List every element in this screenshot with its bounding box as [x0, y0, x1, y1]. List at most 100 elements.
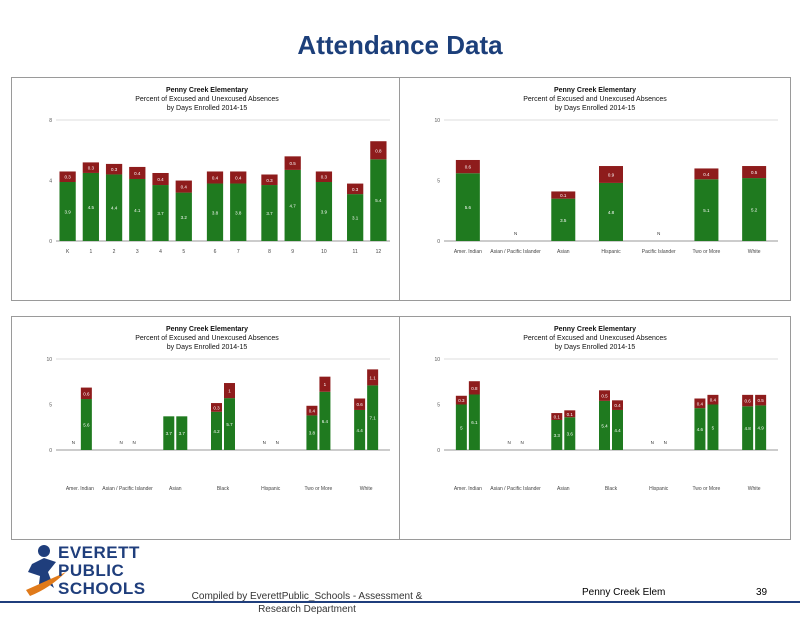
bar-unexcused-label: 1.1	[370, 375, 377, 380]
bar-excused	[306, 415, 318, 450]
x-category-label: Asian / Pacific Islander	[490, 249, 541, 255]
bar-na-marker: N	[514, 231, 517, 236]
bar-excused-label: 3.2	[181, 215, 188, 220]
chart-panel-grade: Penny Creek Elementary Percent of Excused…	[11, 77, 403, 301]
bar-unexcused	[82, 162, 99, 173]
footer-page-number: 39	[756, 587, 768, 598]
bar-unexcused-label: 0.6	[357, 402, 364, 407]
bar-unexcused	[129, 166, 146, 179]
bar-excused	[564, 417, 576, 450]
bar-excused	[206, 183, 224, 241]
bar-na-marker: N	[664, 440, 667, 445]
chart-subtitle-2: by Days Enrolled 2014-15	[167, 344, 248, 351]
bar-unexcused	[354, 398, 366, 410]
y-tick-label: 0	[49, 239, 52, 245]
x-category-label: White	[360, 486, 373, 492]
bar-unexcused-label: 0.4	[309, 409, 316, 414]
bar-unexcused	[707, 394, 719, 405]
page-title: Attendance Data	[297, 30, 503, 60]
bar-excused	[129, 178, 146, 241]
bar-unexcused	[206, 171, 224, 184]
x-category-label: 7	[237, 249, 240, 255]
bar-unexcused	[742, 166, 767, 179]
bar-excused-label: 3.6	[567, 432, 574, 437]
chart-subtitle: Percent of Excused and Unexcused Absence…	[523, 335, 667, 342]
bar-excused-label: 5	[460, 425, 463, 430]
bar-unexcused-label: 0.1	[554, 415, 561, 420]
bar-unexcused-label: 0.3	[458, 398, 465, 403]
bar-na-marker: N	[276, 440, 279, 445]
bar-unexcused-label: 0.3	[111, 167, 118, 172]
bar-excused	[742, 406, 754, 450]
x-category-label: 1	[89, 249, 92, 255]
bar-unexcused	[105, 163, 123, 175]
bar-unexcused	[551, 191, 576, 199]
bar-unexcused-label: 0.3	[88, 166, 95, 171]
x-category-label: 5	[182, 249, 185, 255]
bar-excused-label: 4.6	[697, 427, 704, 432]
chart-subtitle-2: by Days Enrolled 2014-15	[555, 105, 636, 112]
bar-excused-label: 4.9	[758, 426, 765, 431]
bar-excused	[224, 398, 235, 450]
bar-excused	[455, 173, 480, 241]
chart-title: Penny Creek Elementary	[166, 87, 248, 94]
bar-unexcused	[468, 381, 480, 395]
bar-excused	[455, 404, 467, 450]
bar-excused	[230, 183, 247, 241]
bar-unexcused	[261, 174, 278, 186]
bar-excused-label: 3.7	[166, 431, 173, 436]
bar-unexcused-label: 0.3	[352, 187, 359, 192]
chart-grade-svg: Penny Creek Elementary Percent of Excused…	[49, 87, 390, 255]
bar-excused-label: 4.8	[608, 210, 615, 215]
bar-excused-label: 5.2	[751, 208, 758, 213]
chart-subtitle: Percent of Excused and Unexcused Absence…	[135, 335, 279, 342]
bar-unexcused	[284, 156, 301, 170]
x-category-label: 12	[376, 249, 382, 255]
bar-unexcused-label: 0.5	[601, 394, 608, 399]
bar-excused-label: 6.4	[322, 419, 329, 424]
x-category-label: Amer. Indian	[454, 249, 482, 255]
bar-excused	[599, 400, 610, 450]
bar-excused	[105, 174, 123, 241]
x-category-label: Pacific Islander	[642, 249, 676, 255]
y-tick-label: 5	[437, 403, 440, 409]
bar-unexcused	[315, 171, 333, 183]
bar-unexcused-label: 0.3	[321, 175, 328, 180]
bar-unexcused-label: 0.1	[560, 193, 567, 198]
x-category-label: 10	[321, 249, 327, 255]
bar-excused-label: 4.7	[290, 203, 297, 208]
bar-unexcused	[755, 394, 767, 406]
footer-rule	[0, 601, 800, 603]
bar-excused	[694, 179, 719, 241]
x-category-label: 6	[214, 249, 217, 255]
x-category-label: 3	[136, 249, 139, 255]
bar-excused-label: 3.3	[554, 433, 561, 438]
chart-ethnicity-program-svg: Penny Creek Elementary Percent of Excused…	[434, 326, 778, 492]
bar-na-marker: N	[119, 440, 122, 445]
x-category-label: 2	[113, 249, 116, 255]
bar-excused	[80, 399, 92, 450]
bar-na-marker: N	[72, 440, 75, 445]
bar-unexcused-label: 0.4	[614, 403, 621, 408]
bar-excused	[152, 185, 169, 241]
bar-excused-label: 3.7	[179, 431, 186, 436]
bar-unexcused-label: 0.3	[213, 405, 220, 410]
bar-unexcused	[224, 383, 235, 399]
bar-excused-label: 3.8	[235, 210, 242, 215]
chart-panel-ethnicity: Penny Creek Elementary Percent of Excused…	[399, 77, 791, 301]
bar-unexcused	[599, 166, 623, 183]
chart-ethnicity-gender-svg: Penny Creek Elementary Percent of Excused…	[46, 326, 390, 492]
bar-unexcused-label: 1	[324, 382, 327, 387]
bar-excused	[347, 194, 364, 241]
x-category-label: White	[748, 486, 761, 492]
bar-excused	[612, 409, 623, 450]
bar-unexcused	[211, 403, 222, 412]
bar-excused	[370, 159, 387, 241]
bar-unexcused-label: 0.4	[134, 171, 141, 176]
bar-excused	[82, 172, 99, 241]
logo-text-everett: EVERETT	[58, 543, 140, 562]
bar-excused	[175, 192, 192, 241]
bar-unexcused-label: 0.4	[697, 401, 704, 406]
x-category-label: 9	[291, 249, 294, 255]
chart-subtitle-2: by Days Enrolled 2014-15	[167, 105, 248, 112]
